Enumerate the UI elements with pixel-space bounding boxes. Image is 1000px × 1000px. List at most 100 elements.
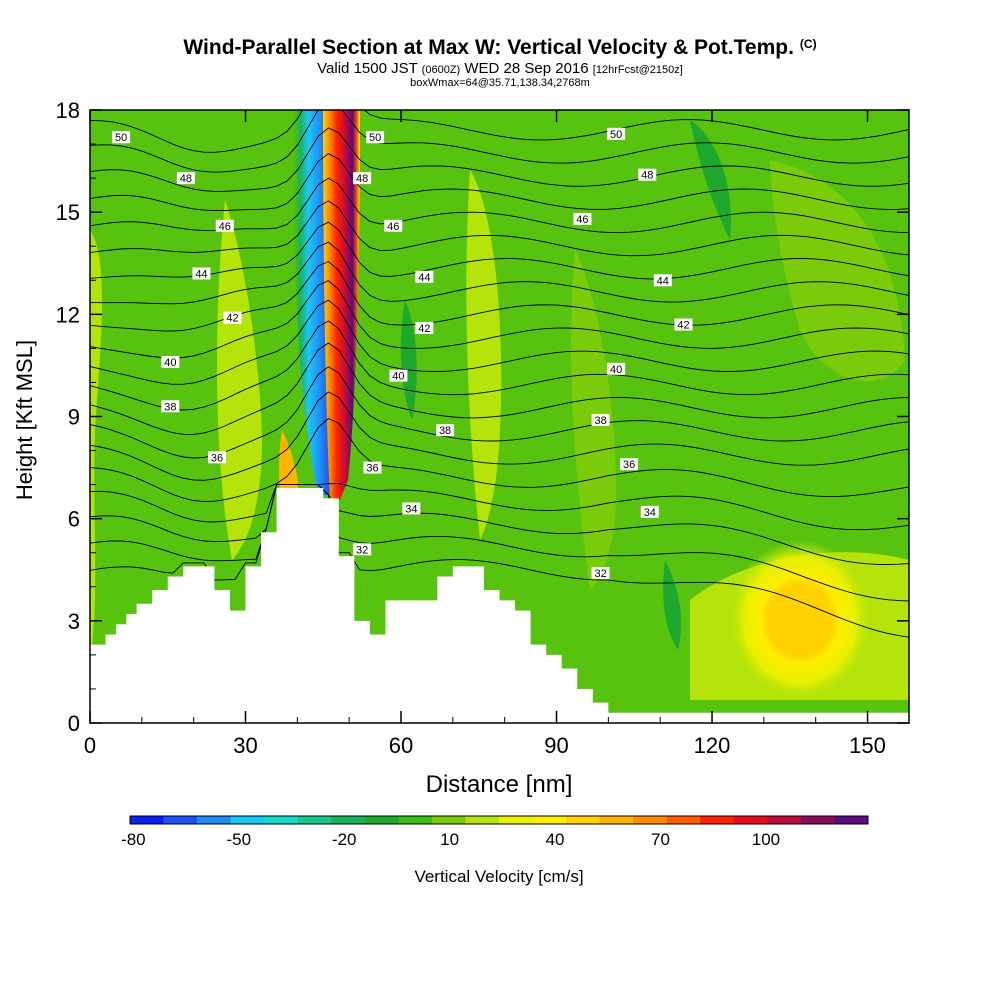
contour-label-text: 46 xyxy=(576,214,588,226)
colorbar-segment xyxy=(364,816,399,824)
theta-contour-label: 40 xyxy=(607,362,626,376)
colorbar-tick-label: 40 xyxy=(546,830,565,849)
contour-label-text: 36 xyxy=(623,459,635,471)
contour-label-box xyxy=(674,318,693,331)
contour-labels: 50 48 46 44 42 40 38 36 50 48 46 44 42 40 38 36 34 32 50 48… xyxy=(112,127,693,580)
x-tick-label: 120 xyxy=(694,733,731,758)
contour-label-box xyxy=(607,362,626,375)
colorbar-tick-label: 100 xyxy=(752,830,780,849)
x-axis: 0 30 60 90 120 150 xyxy=(84,110,886,758)
contour-label-text: 38 xyxy=(594,415,606,427)
colorbar-segment xyxy=(499,816,533,824)
colorbar-tick-label: -80 xyxy=(121,830,146,849)
contour-label-box xyxy=(607,127,626,140)
field-region-east-band xyxy=(770,160,905,382)
contour-label-text: 34 xyxy=(644,507,656,519)
colorbar-segment xyxy=(566,816,601,824)
colorbar-frame xyxy=(129,815,869,825)
theta-contour-label: 44 xyxy=(653,274,672,287)
contour-label-text: 48 xyxy=(180,173,192,185)
contour-label-box xyxy=(591,413,610,426)
colorbar-tick-label: 70 xyxy=(651,830,670,849)
theta-contour-label: 42 xyxy=(415,321,434,335)
colorbar-segment xyxy=(532,816,567,824)
colorbar-tick-label: -50 xyxy=(226,830,251,849)
theta-contour-line xyxy=(90,110,909,173)
title-mark: (C) xyxy=(799,37,817,51)
theta-contour-label: 48 xyxy=(353,172,372,185)
colorbar-segment xyxy=(331,816,366,824)
contour-label-box xyxy=(591,567,610,580)
contour-label-text: 40 xyxy=(610,364,622,376)
theta-contour-label: 46 xyxy=(573,212,592,226)
contour-label-text: 44 xyxy=(195,268,207,280)
chart-subtitle: Valid 1500 JST (0600Z) WED 28 Sep 2016 [… xyxy=(0,60,1000,77)
contour-label-box xyxy=(363,461,382,474)
theta-contour-label: 38 xyxy=(591,413,610,427)
theta-contour-label: 48 xyxy=(638,168,657,182)
contour-label-text: 34 xyxy=(405,503,417,515)
contour-label-box xyxy=(415,321,434,334)
contour-label-text: 44 xyxy=(418,272,430,284)
contour-label-box xyxy=(384,219,403,232)
colorbar-segment xyxy=(297,816,332,824)
colorbar-segment xyxy=(130,816,164,824)
theta-contour-line xyxy=(90,342,909,435)
field-region-lightgreen-mid xyxy=(466,170,502,540)
forecast-info: [12hrFcst@2150z] xyxy=(592,64,683,76)
contour-label-text: 44 xyxy=(657,275,669,287)
contour-label-text: 48 xyxy=(356,173,368,185)
colorbar-segment xyxy=(834,816,869,824)
contour-label-box xyxy=(192,267,211,280)
x-tick-label: 30 xyxy=(233,733,257,758)
contour-label-text: 46 xyxy=(219,221,231,233)
theta-contour-label: 48 xyxy=(176,172,195,185)
field-region-green-strip xyxy=(690,120,731,240)
contour-label-box xyxy=(436,424,455,437)
theta-contour-line xyxy=(90,484,909,602)
theta-contour-line xyxy=(90,221,909,280)
colorbar-tick-label: -20 xyxy=(332,830,357,849)
contour-label-box xyxy=(207,451,226,464)
contour-label-text: 42 xyxy=(418,323,430,335)
x-tick-label: 0 xyxy=(84,733,96,758)
x-tick-label: 90 xyxy=(544,733,568,758)
colorbar-segment xyxy=(264,816,299,824)
contour-label-text: 32 xyxy=(594,568,606,580)
theta-contour-line xyxy=(90,200,909,257)
colorbar-segment xyxy=(800,816,835,824)
theta-contour-line xyxy=(90,484,909,565)
contour-label-text: 50 xyxy=(610,129,622,141)
contour-label-text: 42 xyxy=(677,320,689,332)
updraft-band xyxy=(323,110,360,500)
theta-contour-line xyxy=(90,110,909,153)
theta-contour-line xyxy=(90,320,909,411)
theta-contour-label: 32 xyxy=(591,567,610,580)
contour-label-text: 42 xyxy=(226,313,238,325)
colorbar-segment xyxy=(197,816,232,824)
theta-contour-label: 32 xyxy=(353,543,372,556)
x-axis-label: Distance [nm] xyxy=(426,771,573,798)
contour-label-box xyxy=(215,219,234,232)
contour-label-text: 36 xyxy=(366,463,378,475)
contour-label-box xyxy=(223,311,242,324)
contour-label-text: 32 xyxy=(356,544,368,556)
field-region-updraft-east xyxy=(728,540,872,700)
theta-contour-label: 36 xyxy=(363,461,382,475)
valid-time: Valid 1500 JST xyxy=(317,60,418,77)
contour-label-box xyxy=(638,168,657,181)
contour-label-box xyxy=(176,172,195,185)
theta-contour-line xyxy=(90,241,909,305)
theta-contour-label: 44 xyxy=(192,267,211,280)
colorbar: -80 -50 -20 10 40 70 100 xyxy=(121,815,869,849)
theta-contour-line xyxy=(90,417,909,503)
terrain xyxy=(90,488,909,723)
y-tick-label: 9 xyxy=(68,405,80,430)
theta-contour-label: 50 xyxy=(607,127,626,141)
theta-contour-label: 40 xyxy=(389,369,408,383)
contour-label-box xyxy=(161,356,180,369)
colorbar-segment xyxy=(733,816,768,824)
y-tick-label: 18 xyxy=(56,98,80,123)
chart-title: Wind-Parallel Section at Max W: Vertical… xyxy=(0,36,1000,60)
